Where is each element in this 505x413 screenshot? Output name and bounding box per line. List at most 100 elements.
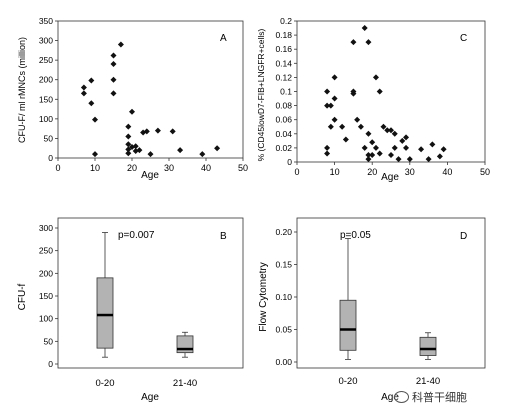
panel-b-xlabel: Age <box>141 392 159 403</box>
data-point <box>357 123 364 130</box>
y-tick-label: 0.00 <box>275 357 292 367</box>
panel-d-ylabel: Flow Cytometry <box>258 262 269 331</box>
data-point <box>369 139 376 146</box>
panel-c-xlabel: Age <box>381 172 399 183</box>
x-tick-label: 10 <box>330 167 340 177</box>
y-tick-label: 0.10 <box>275 292 292 302</box>
category-label: 21-40 <box>416 376 440 387</box>
y-tick-label: 300 <box>39 223 53 233</box>
data-point <box>110 76 117 83</box>
box-iqr <box>96 277 114 349</box>
data-point <box>361 25 368 32</box>
data-point <box>372 74 379 81</box>
y-tick-label: 350 <box>39 16 53 26</box>
y-tick-label: 0.05 <box>275 325 292 335</box>
panel-a-scatter: A Age CFU-F/ ml rMNCs (million) 0 10 20 30 4… <box>17 16 248 181</box>
y-tick-label: 200 <box>39 75 53 85</box>
data-point <box>125 141 132 148</box>
y-tick-label: 0.20 <box>275 227 292 237</box>
x-tick-label: 20 <box>127 163 137 173</box>
data-point <box>110 90 117 97</box>
panel-c-ylabel: % (CD45lowD7-FIB+LNGFR+cells) <box>256 28 266 161</box>
y-tick-label: 250 <box>39 246 53 256</box>
data-point <box>143 128 150 135</box>
data-point <box>125 123 132 130</box>
data-point <box>418 146 425 153</box>
data-point <box>324 88 331 95</box>
data-point <box>350 90 357 97</box>
wechat-icon <box>394 391 409 403</box>
data-point <box>125 146 132 153</box>
y-tick-label: 0.15 <box>275 260 292 270</box>
x-tick-label: 50 <box>238 163 248 173</box>
data-point <box>361 144 368 151</box>
data-point <box>342 136 349 143</box>
data-point <box>324 102 331 109</box>
x-tick-label: 10 <box>90 163 100 173</box>
data-point <box>110 52 117 59</box>
data-point <box>391 130 398 137</box>
category-label: 0-20 <box>95 378 114 389</box>
data-point <box>395 156 402 163</box>
panel-a-letter: A <box>220 33 227 44</box>
x-tick-label: 40 <box>201 163 211 173</box>
y-tick-label: 0.14 <box>275 58 292 68</box>
data-point <box>324 150 331 157</box>
y-tick-label: 100 <box>39 314 53 324</box>
data-point <box>331 95 338 102</box>
data-point <box>384 127 391 134</box>
panel-a-ylabel: CFU-F/ ml rMNCs (million) <box>17 37 27 143</box>
y-tick-label: 0.04 <box>275 129 292 139</box>
y-tick-label: 200 <box>39 268 53 278</box>
x-tick-label: 20 <box>367 167 377 177</box>
data-point <box>214 145 221 152</box>
data-point <box>429 141 436 148</box>
panel-d-xlabel: Age <box>381 392 399 403</box>
watermark-text: 科普干细胞 <box>412 391 467 404</box>
data-point <box>199 151 206 158</box>
data-point <box>406 156 413 163</box>
data-point <box>365 151 372 158</box>
data-point <box>88 77 95 84</box>
data-point <box>440 146 447 153</box>
panel-a-frame <box>57 20 244 159</box>
data-point <box>365 156 372 163</box>
y-tick-label: 0.08 <box>275 101 292 111</box>
x-tick-label: 0 <box>55 163 60 173</box>
panel-b-letter: B <box>220 231 227 242</box>
y-tick-label: 0.18 <box>275 30 292 40</box>
box-iqr <box>419 336 437 356</box>
data-point <box>354 116 361 123</box>
panel-b-pvalue: p=0.007 <box>118 230 155 241</box>
data-point <box>136 147 143 154</box>
panel-b-ylabel: CFU-f <box>17 283 28 310</box>
panel-b-boxplot: B p=0.007 Age CFU-f 0 50 100 150 200 250 300 0-… <box>17 217 244 403</box>
data-point <box>399 137 406 144</box>
panel-c-scatter: C Age % (CD45lowD7-FIB+LNGFR+cells) 0 10 2… <box>256 16 490 183</box>
data-point <box>365 130 372 137</box>
y-tick-label: 50 <box>44 336 54 346</box>
data-point <box>92 116 98 123</box>
data-point <box>88 100 95 107</box>
data-point <box>425 156 432 163</box>
data-point <box>331 116 338 123</box>
x-tick-label: 40 <box>442 167 452 177</box>
y-tick-label: 0.02 <box>275 143 292 153</box>
watermark: 科普干细胞 <box>394 389 467 405</box>
data-point <box>388 127 394 134</box>
y-tick-label: 0.12 <box>275 72 292 82</box>
data-point <box>376 88 383 95</box>
data-point <box>125 133 132 140</box>
panel-d-frame <box>296 217 486 369</box>
y-tick-label: 100 <box>39 114 53 124</box>
y-tick-label: 0 <box>48 153 53 163</box>
data-point <box>331 74 338 81</box>
data-point <box>376 150 383 157</box>
category-label: 0-20 <box>338 376 357 387</box>
y-tick-label: 0 <box>287 157 292 167</box>
y-tick-label: 250 <box>39 55 53 65</box>
data-point <box>129 108 135 115</box>
data-point <box>92 151 98 158</box>
data-point <box>80 84 87 91</box>
data-point <box>110 61 117 68</box>
